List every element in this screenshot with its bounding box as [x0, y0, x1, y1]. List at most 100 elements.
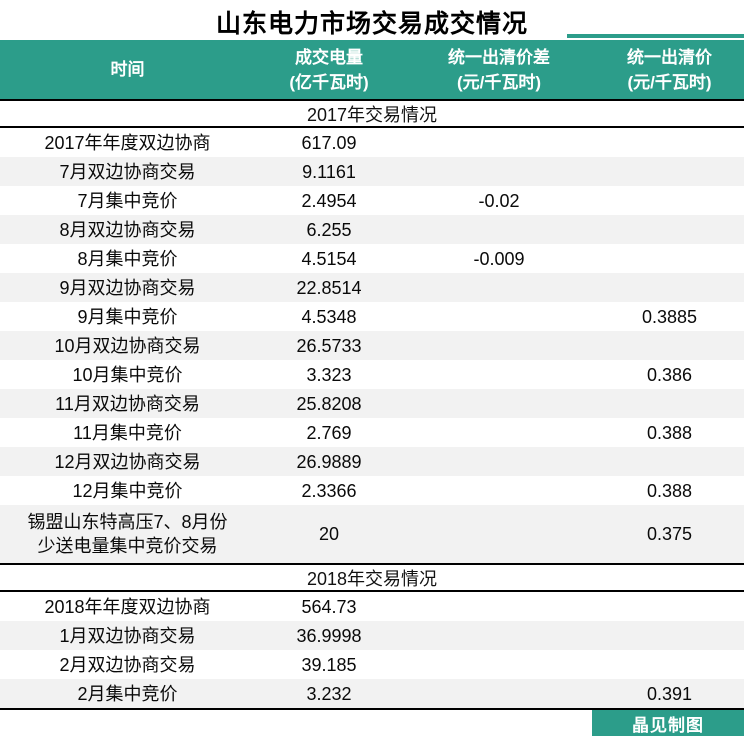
table-row: 2017年年度双边协商 617.09: [0, 128, 744, 157]
column-header-volume: 成交电量 (亿千瓦时): [255, 40, 403, 99]
table-row: 12月双边协商交易 26.9889: [0, 447, 744, 476]
table-row: 2月集中竞价 3.232 0.391: [0, 679, 744, 708]
cell-price-diff: [403, 128, 595, 157]
credit-badge: 晶见制图: [592, 710, 744, 736]
cell-time: 12月集中竞价: [72, 480, 183, 501]
section-header-2017: 2017年交易情况: [0, 99, 744, 128]
cell-price-diff: [403, 389, 595, 418]
cell-time: 10月双边协商交易: [54, 335, 201, 356]
cell-volume: 9.1161: [302, 161, 356, 182]
table-row: 7月集中竞价 2.4954 -0.02: [0, 186, 744, 215]
page-title: 山东电力市场交易成交情况: [215, 10, 528, 38]
cell-clearing-price: [595, 215, 744, 244]
table-row: 锡盟山东特高压7、8月份 少送电量集中竞价交易 20 0.375: [0, 505, 744, 563]
header-top-strip: [567, 34, 744, 38]
cell-clearing-price: 0.375: [646, 524, 693, 544]
cell-price-diff: [403, 157, 595, 186]
cell-volume: 4.5154: [301, 248, 357, 269]
cell-price-diff: [403, 621, 595, 650]
cell-time: 锡盟山东特高压7、8月份 少送电量集中竞价交易: [0, 505, 255, 563]
cell-clearing-price: [595, 273, 744, 302]
cell-clearing-price: 0.3885: [641, 306, 698, 327]
cell-time: 7月双边协商交易: [59, 161, 196, 182]
section-header-2018: 2018年交易情况: [0, 563, 744, 592]
cell-clearing-price: [595, 244, 744, 273]
cell-time: 9月双边协商交易: [59, 277, 196, 298]
column-title: 统一出清价差: [448, 47, 550, 67]
table-row: 9月集中竞价 4.5348 0.3885: [0, 302, 744, 331]
cell-volume: 4.5348: [301, 306, 357, 327]
cell-time: 8月双边协商交易: [59, 219, 196, 240]
cell-time: 2017年年度双边协商: [44, 132, 211, 153]
cell-price-diff: -0.009: [473, 248, 525, 269]
cell-price-diff: [403, 447, 595, 476]
cell-time: 9月集中竞价: [77, 306, 178, 327]
table-header-row: 时间 成交电量 (亿千瓦时) 统一出清价差 (元/千瓦时) 统一出清价 (元/千…: [0, 40, 744, 99]
column-header-time: 时间: [0, 40, 255, 99]
table-row: 1月双边协商交易 36.9998: [0, 621, 744, 650]
cell-time: 1月双边协商交易: [59, 625, 196, 646]
cell-time: 11月集中竞价: [73, 422, 182, 443]
cell-volume: 3.232: [306, 683, 352, 704]
column-title: 统一出清价: [627, 47, 712, 67]
cell-clearing-price: [595, 389, 744, 418]
column-unit: (亿千瓦时): [289, 72, 369, 92]
cell-price-diff: [403, 273, 595, 302]
cell-price-diff: [403, 215, 595, 244]
cell-clearing-price: 0.386: [646, 364, 693, 385]
cell-volume: 26.5733: [296, 335, 362, 356]
cell-volume: 6.255: [306, 219, 352, 240]
cell-time: 10月集中竞价: [72, 364, 183, 385]
cell-volume: 22.8514: [296, 277, 362, 298]
table-row: 7月双边协商交易 9.1161: [0, 157, 744, 186]
cell-price-diff: [403, 360, 595, 389]
cell-price-diff: [403, 592, 595, 621]
cell-price-diff: [403, 331, 595, 360]
table-row: 11月集中竞价 2.769 0.388: [0, 418, 744, 447]
column-header-clearing-price: 统一出清价 (元/千瓦时): [595, 40, 744, 99]
cell-time-line1: 锡盟山东特高压7、8月份: [27, 512, 228, 532]
column-header-price-diff: 统一出清价差 (元/千瓦时): [403, 40, 595, 99]
table-row: 2月双边协商交易 39.185: [0, 650, 744, 679]
table-row: 9月双边协商交易 22.8514: [0, 273, 744, 302]
cell-volume: 564.73: [301, 596, 357, 617]
cell-price-diff: -0.02: [478, 190, 520, 211]
cell-time: 2018年年度双边协商: [44, 596, 211, 617]
cell-price-diff: [403, 679, 595, 708]
cell-clearing-price: [595, 128, 744, 157]
cell-time: 2月双边协商交易: [59, 654, 196, 675]
cell-volume: 2.4954: [301, 190, 357, 211]
table-row: 12月集中竞价 2.3366 0.388: [0, 476, 744, 505]
cell-clearing-price: [595, 447, 744, 476]
cell-time: 8月集中竞价: [77, 248, 178, 269]
cell-price-diff: [403, 302, 595, 331]
cell-time: 2月集中竞价: [77, 683, 178, 704]
table-row: 8月双边协商交易 6.255: [0, 215, 744, 244]
cell-time: 12月双边协商交易: [54, 451, 201, 472]
cell-time-line2: 少送电量集中竞价交易: [37, 536, 218, 556]
cell-volume: 2.3366: [301, 480, 357, 501]
table-row: 10月双边协商交易 26.5733: [0, 331, 744, 360]
cell-clearing-price: [595, 157, 744, 186]
column-title: 时间: [110, 60, 145, 79]
column-title: 成交电量: [295, 47, 363, 67]
column-unit: (元/千瓦时): [627, 72, 712, 92]
table-row: 2018年年度双边协商 564.73: [0, 592, 744, 621]
cell-clearing-price: [595, 621, 744, 650]
cell-clearing-price: 0.391: [646, 683, 693, 704]
cell-time: 7月集中竞价: [77, 190, 178, 211]
cell-price-diff: [403, 476, 595, 505]
cell-clearing-price: [595, 592, 744, 621]
cell-clearing-price: 0.388: [646, 422, 693, 443]
cell-clearing-price: [595, 650, 744, 679]
column-unit: (元/千瓦时): [456, 72, 542, 92]
cell-clearing-price: [595, 186, 744, 215]
cell-volume: 26.9889: [296, 451, 362, 472]
cell-volume: 25.8208: [296, 393, 362, 414]
cell-volume: 36.9998: [296, 625, 362, 646]
cell-clearing-price: [595, 331, 744, 360]
cell-volume: 3.323: [306, 364, 352, 385]
cell-time: 11月双边协商交易: [55, 393, 200, 414]
cell-price-diff: [403, 650, 595, 679]
